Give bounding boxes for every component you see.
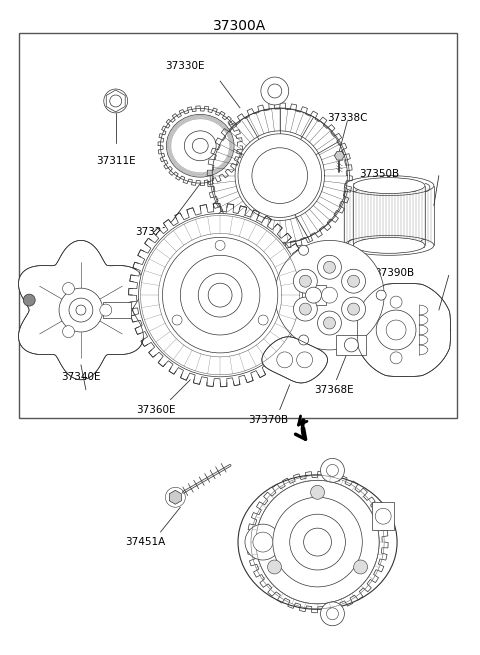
Bar <box>336 335 366 355</box>
Circle shape <box>300 275 312 287</box>
Circle shape <box>304 528 332 556</box>
Circle shape <box>245 524 281 560</box>
Circle shape <box>348 303 360 315</box>
Circle shape <box>208 283 232 307</box>
Polygon shape <box>335 151 344 160</box>
Circle shape <box>62 282 74 295</box>
Circle shape <box>261 77 288 105</box>
Circle shape <box>299 246 309 255</box>
Text: 37311E: 37311E <box>96 156 135 166</box>
Ellipse shape <box>192 138 208 153</box>
Circle shape <box>321 602 344 626</box>
Circle shape <box>322 287 337 303</box>
Circle shape <box>162 237 278 353</box>
Text: 37338C: 37338C <box>327 113 368 123</box>
Circle shape <box>306 287 322 303</box>
Circle shape <box>348 275 360 287</box>
Polygon shape <box>358 284 451 377</box>
Circle shape <box>172 315 182 325</box>
Text: 37360E: 37360E <box>136 405 175 415</box>
Bar <box>19 33 457 418</box>
Circle shape <box>344 338 358 352</box>
Circle shape <box>375 508 391 524</box>
Ellipse shape <box>344 235 434 255</box>
Text: 37368E: 37368E <box>314 384 354 395</box>
Circle shape <box>198 273 242 317</box>
Circle shape <box>342 297 365 321</box>
Circle shape <box>390 296 402 308</box>
Circle shape <box>139 214 301 377</box>
Circle shape <box>293 297 317 321</box>
Circle shape <box>318 255 341 279</box>
Ellipse shape <box>184 131 216 160</box>
Circle shape <box>258 315 268 325</box>
Circle shape <box>256 480 379 604</box>
Text: 37300A: 37300A <box>214 19 266 33</box>
Text: 37350B: 37350B <box>359 169 399 179</box>
Polygon shape <box>262 337 327 383</box>
Ellipse shape <box>344 176 434 196</box>
Circle shape <box>238 134 322 217</box>
Circle shape <box>273 497 362 587</box>
Ellipse shape <box>238 475 397 609</box>
Circle shape <box>76 305 86 315</box>
Bar <box>103 302 131 318</box>
Text: 37367B: 37367B <box>252 196 292 206</box>
Bar <box>301 285 326 305</box>
Circle shape <box>311 485 324 499</box>
Ellipse shape <box>353 237 425 253</box>
Circle shape <box>100 304 112 316</box>
Text: 37451A: 37451A <box>125 537 166 547</box>
Polygon shape <box>169 491 181 504</box>
Circle shape <box>69 298 93 322</box>
Circle shape <box>326 464 338 476</box>
Circle shape <box>376 310 416 350</box>
Circle shape <box>318 311 341 335</box>
Circle shape <box>268 84 282 98</box>
Circle shape <box>290 514 346 570</box>
Ellipse shape <box>210 109 349 243</box>
Circle shape <box>299 335 309 345</box>
Circle shape <box>342 269 365 293</box>
Circle shape <box>253 532 273 552</box>
Circle shape <box>180 255 260 335</box>
Circle shape <box>215 240 225 250</box>
Circle shape <box>326 608 338 620</box>
Text: 37390B: 37390B <box>374 269 414 278</box>
Circle shape <box>297 352 312 368</box>
Circle shape <box>23 294 35 306</box>
Circle shape <box>62 326 74 337</box>
Circle shape <box>59 288 103 332</box>
Circle shape <box>376 290 386 300</box>
Text: 37330E: 37330E <box>166 61 205 71</box>
Text: 37340E: 37340E <box>61 372 101 382</box>
Ellipse shape <box>353 178 425 194</box>
Circle shape <box>275 240 384 350</box>
Circle shape <box>386 320 406 340</box>
Circle shape <box>379 318 389 328</box>
Circle shape <box>321 458 344 482</box>
Circle shape <box>354 560 368 574</box>
Circle shape <box>110 95 122 107</box>
Circle shape <box>390 352 402 364</box>
Bar <box>372 502 394 530</box>
Circle shape <box>104 89 128 113</box>
Circle shape <box>267 560 281 574</box>
Polygon shape <box>18 240 144 380</box>
Circle shape <box>293 269 317 293</box>
Ellipse shape <box>167 115 234 177</box>
Circle shape <box>132 208 308 383</box>
Circle shape <box>277 352 293 368</box>
Text: 37370B: 37370B <box>248 415 288 424</box>
Circle shape <box>300 303 312 315</box>
Circle shape <box>324 317 336 329</box>
Circle shape <box>252 148 308 204</box>
Ellipse shape <box>160 109 240 183</box>
Circle shape <box>324 261 336 273</box>
Text: 37321B: 37321B <box>135 227 176 237</box>
